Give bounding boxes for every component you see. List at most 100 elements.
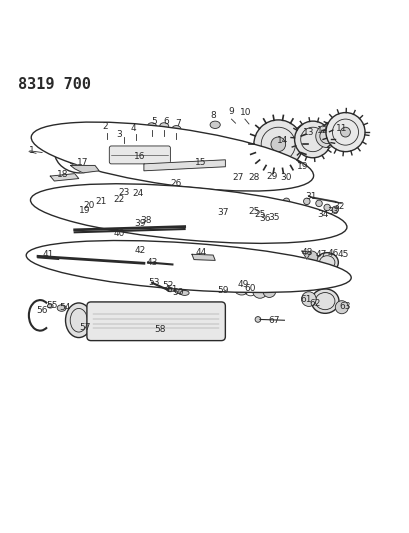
- Circle shape: [233, 279, 249, 295]
- Polygon shape: [50, 174, 79, 181]
- Text: 12: 12: [317, 126, 328, 134]
- Ellipse shape: [180, 290, 189, 295]
- Ellipse shape: [126, 191, 133, 196]
- Text: 56: 56: [36, 305, 48, 314]
- Text: 1: 1: [29, 146, 35, 155]
- Text: 29: 29: [266, 172, 277, 181]
- Text: 7: 7: [175, 119, 181, 128]
- Ellipse shape: [57, 305, 66, 311]
- Circle shape: [294, 121, 330, 158]
- Text: 9: 9: [228, 107, 234, 116]
- Circle shape: [297, 167, 311, 182]
- Polygon shape: [301, 251, 310, 259]
- Circle shape: [274, 206, 281, 213]
- Text: 6: 6: [163, 117, 169, 126]
- Text: 11: 11: [335, 124, 346, 133]
- Text: 59: 59: [217, 286, 229, 295]
- Text: 27: 27: [231, 173, 243, 182]
- Polygon shape: [144, 160, 225, 171]
- Ellipse shape: [209, 121, 220, 128]
- Ellipse shape: [172, 126, 180, 132]
- Text: 44: 44: [195, 248, 206, 257]
- Text: 53: 53: [148, 278, 160, 287]
- Circle shape: [303, 198, 309, 205]
- FancyBboxPatch shape: [109, 146, 170, 164]
- Text: 40: 40: [114, 229, 125, 238]
- Circle shape: [133, 254, 151, 271]
- Text: 42: 42: [134, 246, 145, 255]
- Circle shape: [283, 198, 289, 205]
- Text: 52: 52: [162, 281, 173, 290]
- Text: 3: 3: [116, 130, 122, 139]
- Circle shape: [270, 137, 285, 152]
- Text: 26: 26: [171, 179, 182, 188]
- Text: 51: 51: [166, 285, 178, 294]
- Text: 60: 60: [244, 285, 256, 293]
- Text: 50: 50: [172, 288, 184, 297]
- Ellipse shape: [26, 240, 351, 293]
- Text: 8: 8: [210, 111, 216, 120]
- Circle shape: [143, 216, 151, 224]
- Text: 16: 16: [134, 152, 145, 161]
- Circle shape: [78, 201, 96, 219]
- Text: 17: 17: [77, 158, 88, 167]
- Ellipse shape: [175, 288, 182, 294]
- Text: 57: 57: [79, 323, 90, 332]
- Circle shape: [137, 220, 144, 227]
- Text: 14: 14: [276, 136, 288, 145]
- Text: 8319 700: 8319 700: [18, 77, 90, 92]
- Text: 36: 36: [259, 214, 270, 223]
- Circle shape: [305, 251, 317, 263]
- Text: 18: 18: [56, 169, 68, 179]
- Text: 21: 21: [95, 197, 107, 206]
- Ellipse shape: [100, 200, 106, 205]
- Ellipse shape: [65, 303, 92, 337]
- Circle shape: [250, 208, 256, 215]
- Ellipse shape: [160, 123, 169, 130]
- Text: 30: 30: [280, 173, 292, 182]
- Circle shape: [252, 284, 267, 298]
- Text: 33: 33: [327, 207, 338, 216]
- Text: 5: 5: [151, 117, 157, 126]
- Circle shape: [165, 282, 175, 292]
- Circle shape: [301, 292, 315, 306]
- Text: 61: 61: [299, 295, 311, 304]
- Ellipse shape: [315, 253, 337, 272]
- Circle shape: [315, 125, 338, 148]
- Text: 55: 55: [47, 301, 58, 310]
- Text: 35: 35: [268, 213, 279, 222]
- Ellipse shape: [119, 130, 128, 136]
- Text: 62: 62: [308, 300, 320, 309]
- Ellipse shape: [131, 126, 140, 133]
- Text: 2: 2: [102, 122, 108, 131]
- Text: 37: 37: [217, 208, 229, 217]
- Circle shape: [340, 127, 350, 137]
- Text: 28: 28: [247, 173, 259, 182]
- Ellipse shape: [30, 184, 346, 244]
- Ellipse shape: [147, 123, 156, 130]
- Text: 20: 20: [83, 201, 94, 210]
- Text: 63: 63: [339, 302, 351, 311]
- Text: 67: 67: [268, 316, 279, 325]
- Text: 25: 25: [247, 207, 259, 216]
- Text: 19: 19: [79, 206, 90, 215]
- Text: 4: 4: [130, 124, 136, 133]
- Ellipse shape: [213, 198, 241, 221]
- Text: 15: 15: [195, 158, 206, 167]
- Text: 22: 22: [114, 195, 125, 204]
- Text: 47: 47: [315, 250, 326, 259]
- Text: 58: 58: [154, 325, 166, 334]
- Circle shape: [331, 206, 338, 213]
- Circle shape: [253, 120, 302, 169]
- Text: 10: 10: [239, 108, 251, 117]
- Text: 54: 54: [58, 303, 70, 312]
- Circle shape: [325, 112, 364, 152]
- Ellipse shape: [118, 196, 124, 200]
- Text: 39: 39: [134, 219, 145, 228]
- Text: 46: 46: [327, 248, 338, 257]
- Ellipse shape: [31, 122, 313, 191]
- Polygon shape: [308, 197, 341, 204]
- Text: 19: 19: [296, 162, 308, 171]
- Polygon shape: [191, 254, 215, 261]
- Ellipse shape: [47, 304, 53, 308]
